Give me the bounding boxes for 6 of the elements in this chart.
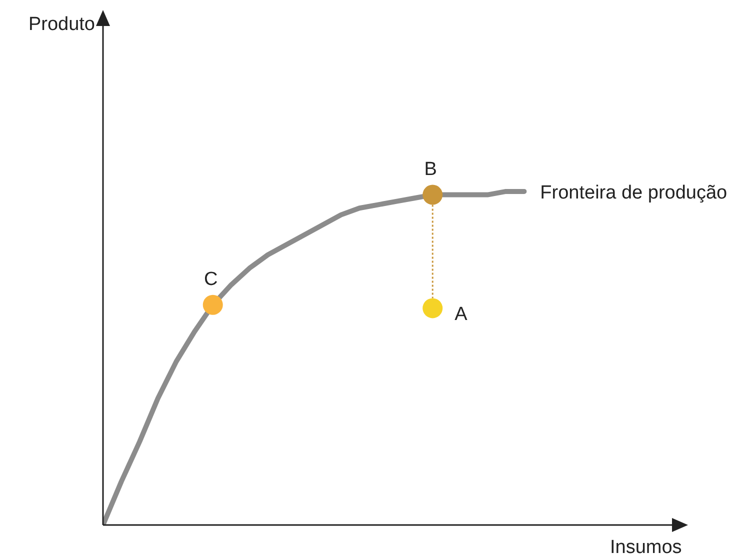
text: Produto bbox=[28, 14, 95, 36]
series-label: A bbox=[454, 304, 468, 326]
series-label: Fronteira de produção bbox=[540, 182, 728, 204]
series-label: C bbox=[204, 268, 218, 290]
x-axis-title: Insumos bbox=[610, 537, 682, 559]
series-label: B bbox=[424, 158, 437, 180]
